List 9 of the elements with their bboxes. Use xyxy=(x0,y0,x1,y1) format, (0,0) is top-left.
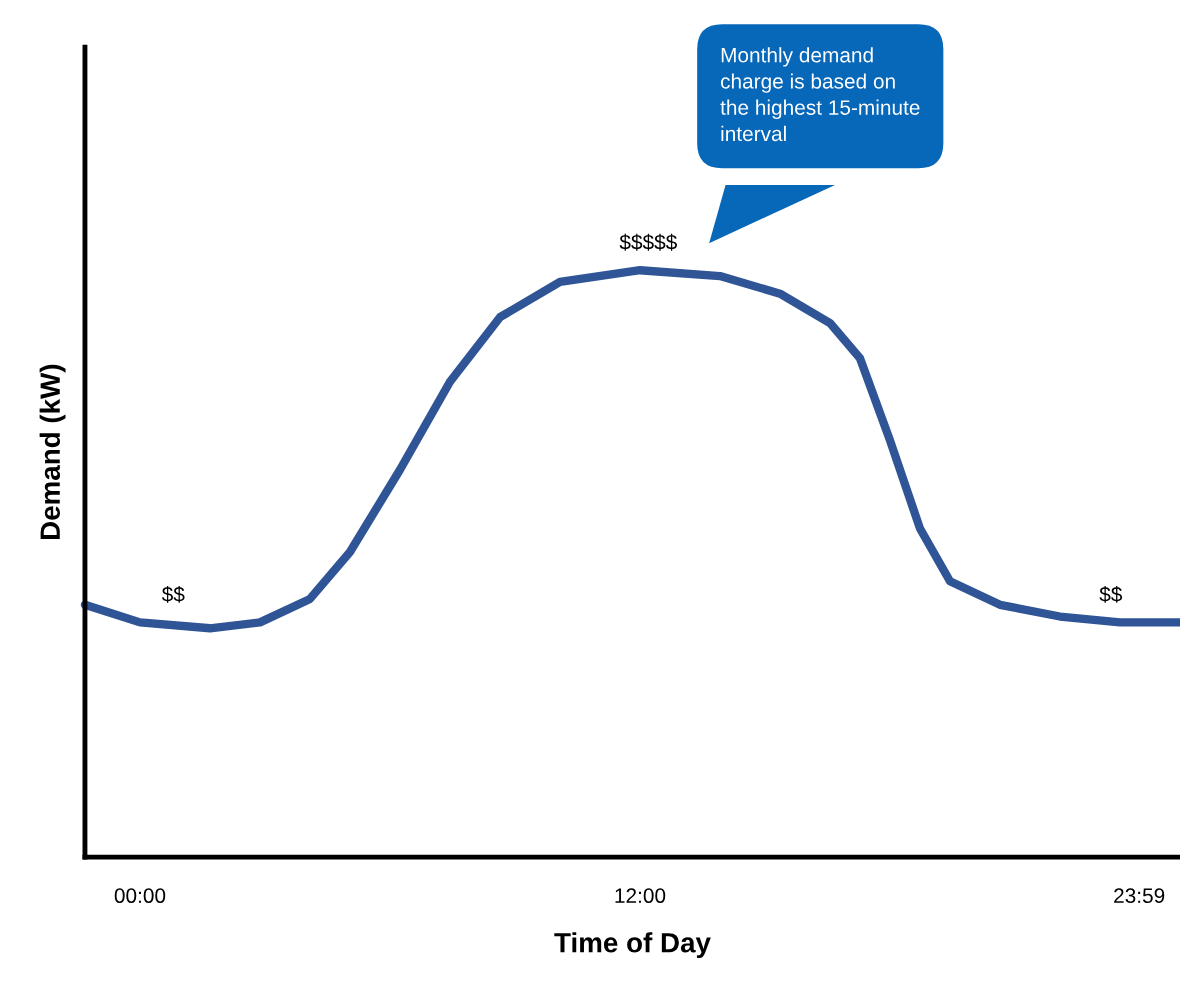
annotation: $$ xyxy=(161,585,185,603)
x-tick-label: 12:00 xyxy=(615,888,666,904)
x-tick-label: 00:00 xyxy=(114,888,166,904)
y-axis-title: Demand (kW) xyxy=(39,364,66,540)
text: Monthly demand charge is based on the highest 15-minute interval xyxy=(720,47,920,142)
x-tick-label: 23:59 xyxy=(1114,888,1165,904)
annotation: $$$$$ xyxy=(619,233,677,251)
annotation: $$ xyxy=(1099,585,1123,603)
x-axis-title: Time of Day xyxy=(554,932,711,959)
